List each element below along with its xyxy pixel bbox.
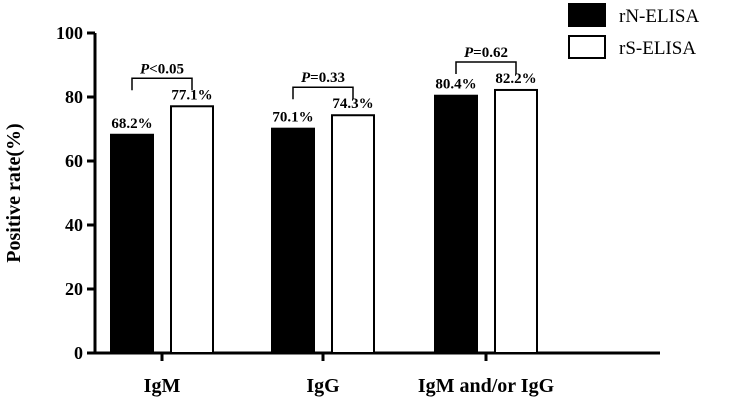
y-tick-label: 0	[74, 343, 83, 363]
x-tick-label: IgG	[306, 375, 340, 397]
bar-rs	[331, 114, 375, 354]
legend-label-rs: rS-ELISA	[619, 38, 696, 59]
legend-swatch-rn	[568, 3, 606, 27]
y-tick-label: 20	[65, 279, 83, 299]
data-label: 68.2%	[111, 116, 152, 132]
data-label: 77.1%	[171, 87, 212, 103]
y-axis-label: Positive rate(%)	[3, 123, 25, 262]
bar-rn	[271, 127, 315, 354]
bar-rs	[170, 105, 214, 354]
data-label: 82.2%	[495, 71, 536, 87]
bar-rs	[494, 88, 538, 355]
legend: rN-ELISA rS-ELISA	[568, 3, 699, 59]
bar-rn	[434, 94, 478, 354]
x-tick-label: IgM	[144, 375, 181, 397]
plot-area: 0 20 40 60 80 100 IgM IgG IgM and/or IgG 68.2% 70.…	[56, 23, 660, 397]
p-value-label: P=0.33	[301, 70, 345, 86]
p-value-label: P=0.62	[464, 45, 508, 61]
legend-swatch-rs	[568, 35, 606, 59]
y-tick-label: 80	[65, 87, 83, 107]
data-label: 80.4%	[435, 77, 476, 93]
x-tick-label: IgM and/or IgG	[418, 375, 555, 397]
y-tick-label: 60	[65, 151, 83, 171]
significance-bracket	[455, 61, 517, 74]
y-tick-label: 40	[65, 215, 83, 235]
data-label: 74.3%	[332, 96, 373, 112]
p-value-label: P<0.05	[140, 61, 184, 77]
y-tick-label: 100	[56, 23, 83, 43]
data-label: 70.1%	[272, 110, 313, 126]
significance-bracket	[131, 77, 193, 91]
bar-rn	[110, 133, 154, 354]
significance-bracket	[292, 86, 354, 100]
legend-label-rn: rN-ELISA	[619, 6, 699, 27]
